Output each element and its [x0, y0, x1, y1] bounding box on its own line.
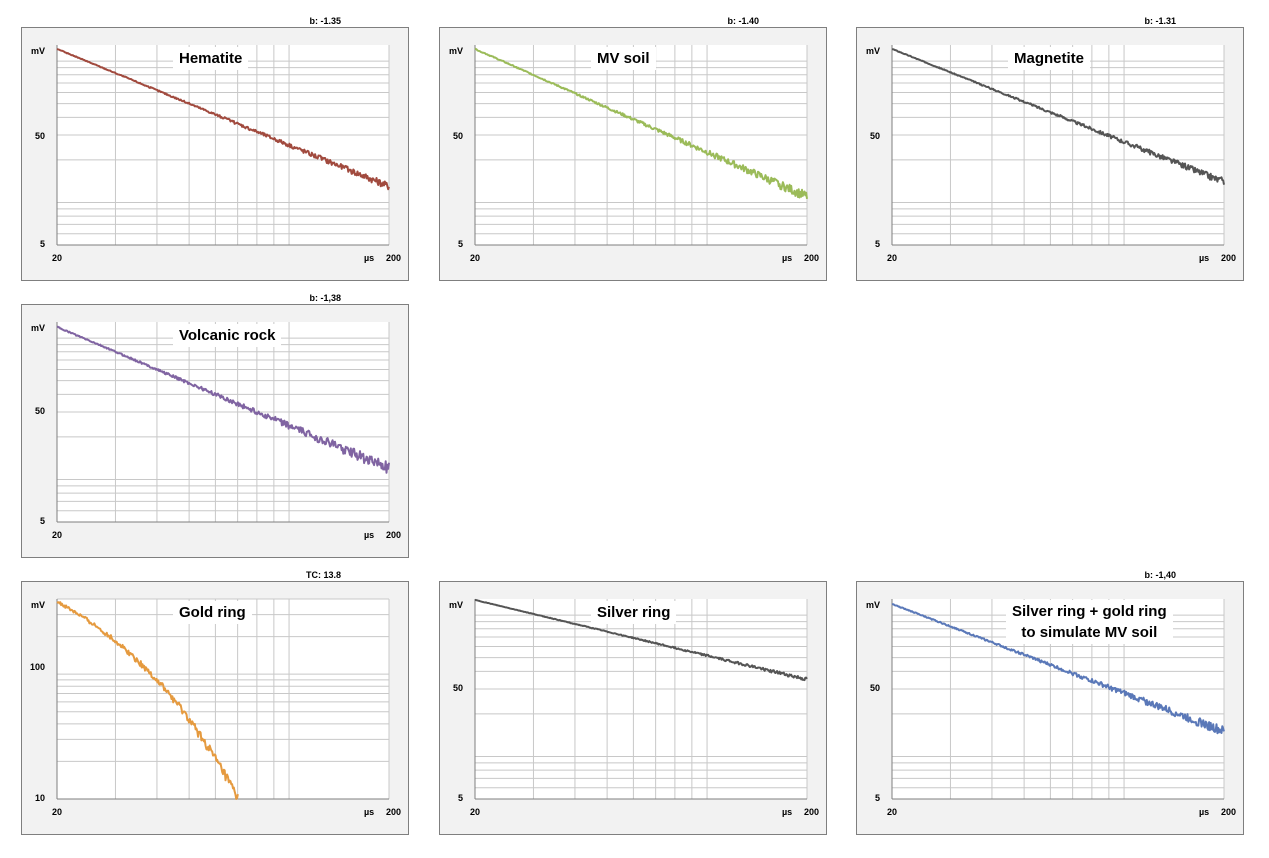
chart-title: Silver ring — [591, 601, 677, 624]
y-axis-label: mV — [866, 600, 881, 610]
series-line — [56, 601, 239, 800]
y-axis-label: mV — [31, 323, 46, 333]
chart-title: Hematite — [173, 47, 249, 70]
y-axis-label: mV — [31, 600, 46, 610]
y-tick-label: 100 — [29, 662, 45, 672]
x-tick-label: 200 — [1221, 253, 1237, 263]
chart-magnetite: b: -1.31 mV 50 5 20 µs 200 Magnetite — [856, 16, 1244, 281]
annotation: b: -1,40 — [1144, 570, 1176, 580]
chart-mv-soil: b: -1.40 mV 50 5 20 µs 200 MV soil — [439, 16, 827, 281]
x-unit-label: µs — [1199, 253, 1210, 263]
y-tick-label: 50 — [869, 131, 880, 141]
chart-title: Magnetite — [1008, 47, 1091, 70]
y-tick-label: 5 — [457, 793, 463, 803]
y-axis-label: mV — [31, 46, 46, 56]
x-unit-label: µs — [364, 530, 375, 540]
annotation: b: -1.31 — [1144, 16, 1176, 26]
annotation: b: -1.40 — [727, 16, 759, 26]
x-unit-label: µs — [364, 253, 375, 263]
chart-silver-gold-ring: b: -1,40 mV 50 5 20 µs 200 Silver ring +… — [856, 570, 1244, 835]
chart-volcanic-rock: b: -1,38 mV 50 5 20 µs 200 Volcanic rock — [21, 293, 409, 558]
y-tick-label: 5 — [457, 239, 463, 249]
x-tick-label: 20 — [470, 253, 481, 263]
y-axis-label: mV — [449, 46, 464, 56]
chart-title: Silver ring + gold ring to simulate MV s… — [1006, 600, 1173, 644]
x-tick-label: 200 — [804, 253, 820, 263]
chart-title: Gold ring — [173, 601, 252, 624]
chart-title: MV soil — [591, 47, 656, 70]
chart-hematite: b: -1.35 mV 50 5 20 µs 200 Hematite — [21, 16, 409, 281]
x-tick-label: 200 — [386, 807, 402, 817]
y-axis-label: mV — [866, 46, 881, 56]
x-tick-label: 200 — [804, 807, 820, 817]
plot-area — [57, 45, 389, 245]
x-tick-label: 200 — [386, 530, 402, 540]
y-tick-label: 5 — [39, 516, 45, 526]
chart-title: Volcanic rock — [173, 324, 282, 347]
x-tick-label: 20 — [887, 807, 898, 817]
x-unit-label: µs — [782, 807, 793, 817]
x-tick-label: 200 — [386, 253, 402, 263]
x-tick-label: 20 — [52, 530, 63, 540]
annotation: b: -1,38 — [309, 293, 341, 303]
x-tick-label: 20 — [52, 253, 63, 263]
chart-gold-ring: TC: 13.8 mV 100 10 20 µs 200 Gold ring — [21, 570, 409, 835]
x-tick-label: 20 — [887, 253, 898, 263]
plot — [856, 27, 1244, 281]
y-tick-label: 50 — [34, 131, 45, 141]
plot — [439, 581, 827, 835]
annotation: TC: 13.8 — [305, 570, 341, 580]
plot-area — [57, 322, 389, 522]
y-tick-label: 50 — [452, 131, 463, 141]
x-unit-label: µs — [1199, 807, 1210, 817]
series-line — [56, 325, 390, 474]
x-tick-label: 200 — [1221, 807, 1237, 817]
y-tick-label: 50 — [869, 683, 880, 693]
y-tick-label: 50 — [452, 683, 463, 693]
x-unit-label: µs — [364, 807, 375, 817]
x-unit-label: µs — [782, 253, 793, 263]
x-tick-label: 20 — [470, 807, 481, 817]
y-tick-label: 10 — [34, 793, 45, 803]
series-line — [56, 48, 390, 191]
y-tick-label: 50 — [34, 406, 45, 416]
chart-title-line: Silver ring + gold ring — [1012, 603, 1167, 620]
chart-silver-ring: mV 50 5 20 µs 200 Silver ring — [439, 581, 827, 835]
series-line — [474, 598, 808, 682]
series-line — [474, 47, 808, 200]
plot-area — [57, 599, 389, 799]
series-line — [891, 48, 1225, 185]
plot-area — [475, 599, 807, 799]
series-line — [891, 603, 1225, 735]
y-axis-label: mV — [449, 600, 464, 610]
y-tick-label: 5 — [874, 793, 880, 803]
y-tick-label: 5 — [39, 239, 45, 249]
annotation: b: -1.35 — [309, 16, 341, 26]
y-tick-label: 5 — [874, 239, 880, 249]
x-tick-label: 20 — [52, 807, 63, 817]
plot-area — [892, 45, 1224, 245]
plot-area — [475, 45, 807, 245]
chart-title-line: to simulate MV soil — [1021, 624, 1158, 641]
